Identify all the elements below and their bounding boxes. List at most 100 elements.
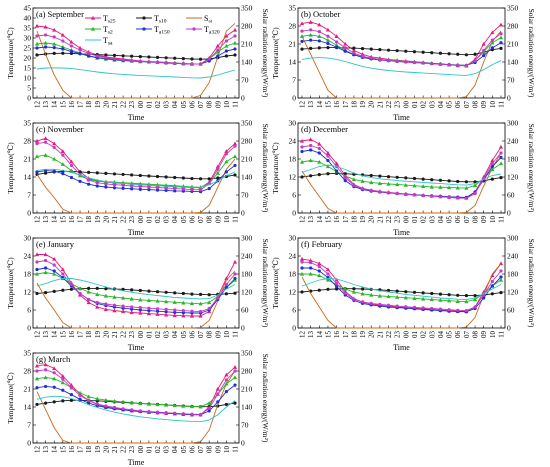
x-tick-label: 15 — [59, 101, 67, 109]
x-tick-label: 14 — [51, 101, 59, 109]
plot-frame — [297, 237, 506, 329]
data-point-ts25 — [172, 313, 177, 318]
x-tick-label: 05 — [180, 446, 188, 454]
x-tick-label: 22 — [385, 101, 393, 109]
data-point-ts10 — [181, 176, 185, 180]
data-point-ts10 — [95, 286, 99, 290]
data-point-ta320 — [317, 146, 321, 151]
legend-label: Ts25 — [103, 14, 116, 25]
x-tick-label: 06 — [454, 216, 462, 224]
x-tick-label: 17 — [342, 331, 350, 339]
data-point-ts25 — [325, 267, 331, 272]
x-tick-label: 14 — [316, 331, 324, 339]
y-axis-title: Temperature(℃) — [6, 142, 15, 194]
data-point-ts2 — [325, 164, 331, 169]
y-tick-label: 18 — [24, 270, 32, 279]
data-point-ts2 — [103, 397, 108, 402]
data-point-ta320 — [464, 196, 468, 200]
data-point-ts2 — [43, 40, 48, 45]
y2-tick-label: 240 — [507, 252, 519, 261]
data-point-ts10 — [44, 401, 48, 405]
data-point-ts2 — [146, 401, 152, 406]
data-point-ts10 — [173, 56, 177, 60]
data-point-ta150 — [44, 45, 48, 49]
data-point-ts2 — [138, 401, 143, 406]
y2-axis-title: Solar radiation energy(W/m²) — [527, 124, 536, 213]
y2-tick-label: 0 — [507, 324, 511, 333]
data-point-ts25 — [34, 138, 40, 143]
x-tick-label: 17 — [77, 446, 85, 454]
data-point-ts25 — [69, 383, 74, 387]
data-point-ts25 — [490, 30, 495, 35]
data-point-ts2 — [472, 297, 478, 302]
y2-tick-label: 280 — [241, 137, 253, 146]
x-tick-label: 03 — [428, 331, 436, 339]
y-axis-title: Temperature(℃) — [6, 257, 15, 309]
data-point-ta150 — [69, 49, 74, 54]
data-point-ts2 — [120, 295, 126, 300]
data-point-ta320 — [112, 183, 117, 187]
data-point-ts2 — [299, 271, 305, 276]
x-tick-label: 14 — [51, 446, 59, 454]
data-point-ts10 — [130, 54, 134, 58]
x-tick-label: 20 — [102, 331, 110, 339]
data-point-ta320 — [44, 368, 48, 372]
x-tick-label: 19 — [94, 446, 102, 454]
data-point-ts25 — [317, 261, 322, 266]
data-point-ta320 — [438, 307, 443, 311]
data-point-ts10 — [173, 291, 177, 295]
data-point-ta320 — [473, 59, 477, 63]
data-point-ts2 — [377, 181, 382, 185]
x-tick-label: 15 — [59, 331, 67, 339]
y-tick-label: 28 — [24, 137, 32, 146]
legend-label-main: T — [103, 25, 108, 34]
x-tick-label: 19 — [94, 101, 102, 109]
data-point-ta320 — [104, 182, 108, 186]
data-point-ta320 — [473, 191, 477, 196]
y2-tick-label: 300 — [507, 234, 519, 243]
data-point-ta150 — [499, 275, 503, 279]
legend-label: Tsa — [103, 36, 113, 47]
data-point-ts2 — [155, 402, 160, 407]
data-point-ts10 — [87, 286, 91, 290]
data-point-ts10 — [352, 287, 356, 291]
x-tick-label: 23 — [128, 101, 136, 109]
x-tick-label: 05 — [446, 101, 454, 109]
legend-label-main: T — [204, 25, 209, 34]
y2-tick-label: 180 — [507, 155, 519, 164]
y-tick-label: 6 — [27, 306, 31, 315]
data-point-ta320 — [181, 62, 185, 66]
data-point-ta150 — [95, 184, 99, 188]
y-tick-label: 35 — [24, 24, 32, 33]
data-point-ts2 — [412, 183, 417, 188]
x-tick-label: 04 — [171, 331, 179, 339]
data-point-ts10 — [430, 291, 434, 296]
data-point-ta320 — [395, 191, 399, 196]
data-point-ta320 — [395, 304, 399, 308]
data-point-ta150 — [490, 46, 494, 50]
data-point-ta150 — [155, 309, 160, 313]
x-tick-label: 05 — [446, 216, 454, 224]
panel-title: (d) December — [301, 124, 348, 134]
data-point-ts25 — [60, 32, 65, 37]
x-tick-label: 11 — [498, 331, 506, 338]
data-point-ts25 — [215, 386, 220, 391]
x-tick-label: 03 — [163, 446, 171, 454]
data-point-ts10 — [326, 172, 330, 176]
data-point-ts2 — [308, 32, 313, 37]
data-point-ts25 — [189, 313, 195, 318]
data-point-ta150 — [52, 385, 56, 389]
series-line-tsa — [36, 395, 236, 423]
x-tick-label: 02 — [420, 331, 428, 339]
x-tick-label: 18 — [85, 101, 93, 109]
x-tick-label: 01 — [411, 216, 419, 224]
x-tick-label: 21 — [376, 331, 384, 339]
y2-tick-label: 180 — [241, 270, 253, 279]
legend-label: Ta150 — [154, 25, 170, 36]
data-point-ta320 — [386, 58, 391, 63]
data-point-ta150 — [224, 49, 228, 53]
y2-tick-label: 70 — [241, 421, 249, 430]
x-tick-label: 06 — [188, 331, 196, 339]
